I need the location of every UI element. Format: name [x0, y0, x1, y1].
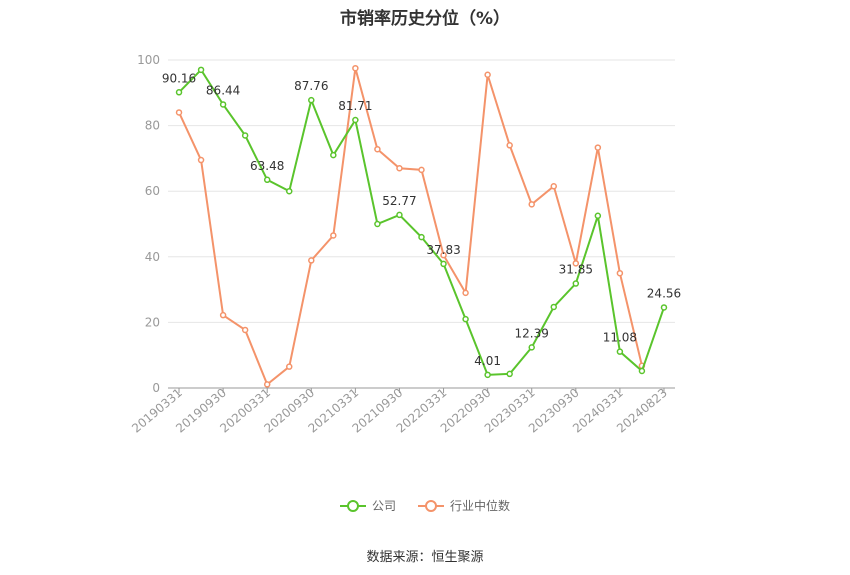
data-label: 24.56 — [647, 286, 681, 300]
data-point-industry-median — [528, 201, 535, 208]
data-point-company — [263, 176, 271, 184]
data-point-industry-median — [550, 183, 558, 190]
data-point-industry-median — [241, 326, 249, 334]
y-tick-label: 20 — [145, 315, 160, 329]
data-point-industry-median — [330, 232, 337, 239]
data-point-company — [550, 303, 558, 311]
data-point-company — [616, 348, 624, 355]
data-point-company — [352, 116, 359, 124]
data-point-company — [660, 304, 668, 311]
data-point-industry-median — [219, 311, 227, 319]
series-line-company — [178, 68, 665, 376]
data-point-industry-median — [484, 71, 491, 79]
data-point-industry-median — [506, 142, 513, 149]
data-point-industry-median — [374, 145, 381, 153]
data-point-company — [572, 280, 580, 287]
data-point-company — [638, 367, 646, 375]
data-label: 52.77 — [382, 194, 416, 208]
data-point-industry-median — [418, 166, 425, 174]
data-point-company — [506, 370, 513, 378]
data-point-company — [241, 132, 249, 139]
data-point-company — [484, 371, 491, 379]
data-label: 81.71 — [338, 99, 372, 113]
data-point-company — [330, 151, 337, 159]
y-tick-label: 100 — [137, 53, 160, 67]
data-label: 31.85 — [559, 263, 593, 277]
data-point-industry-median — [175, 109, 183, 116]
data-point-company — [285, 187, 293, 195]
legend-item-company[interactable]: 公司 — [339, 497, 396, 514]
data-point-company — [219, 101, 227, 108]
data-point-industry-median — [462, 289, 469, 297]
y-tick-label: 40 — [145, 250, 160, 264]
data-point-company — [175, 89, 183, 96]
legend-item-industry-median[interactable]: 行业中位数 — [418, 497, 510, 514]
data-point-industry-median — [396, 164, 403, 172]
data-label: 63.48 — [250, 159, 284, 173]
data-source: 数据来源：恒生聚源 — [366, 550, 484, 565]
data-point-industry-median — [263, 381, 271, 388]
series-line-industry-median — [178, 67, 643, 387]
data-label: 37.83 — [426, 243, 460, 257]
data-label: 90.16 — [162, 71, 196, 85]
data-point-company — [594, 212, 602, 220]
y-tick-label: 80 — [145, 119, 160, 133]
data-point-industry-median — [352, 64, 359, 72]
data-point-industry-median — [308, 257, 315, 264]
y-tick-label: 60 — [145, 184, 160, 198]
data-label: 86.44 — [206, 83, 240, 97]
data-point-company — [440, 260, 447, 268]
data-label: 87.76 — [294, 79, 328, 93]
legend-label-company: 公司 — [371, 499, 396, 513]
data-point-industry-median — [572, 260, 580, 267]
data-point-industry-median — [197, 156, 205, 164]
data-point-company — [308, 96, 315, 104]
data-point-company — [396, 211, 403, 219]
data-label: 12.39 — [515, 326, 549, 340]
data-point-industry-median — [594, 144, 602, 151]
legend: 公司 行业中位数 — [0, 497, 850, 514]
data-point-industry-median — [440, 251, 447, 259]
data-point-industry-median — [616, 269, 624, 277]
data-point-company — [418, 233, 425, 241]
data-point-company — [528, 344, 535, 351]
data-point-company — [462, 315, 469, 323]
legend-marker-company-icon — [339, 499, 366, 512]
legend-marker-industry-icon — [418, 499, 444, 512]
data-point-company — [197, 66, 205, 74]
data-point-industry-median — [285, 363, 293, 370]
legend-label-industry-median: 行业中位数 — [450, 499, 511, 513]
data-label: 11.08 — [603, 331, 637, 345]
y-tick-label: 0 — [152, 381, 160, 395]
chart-title: 市销率历史分位（%） — [339, 9, 511, 29]
data-label: 4.01 — [474, 354, 501, 368]
data-point-company — [374, 220, 381, 228]
